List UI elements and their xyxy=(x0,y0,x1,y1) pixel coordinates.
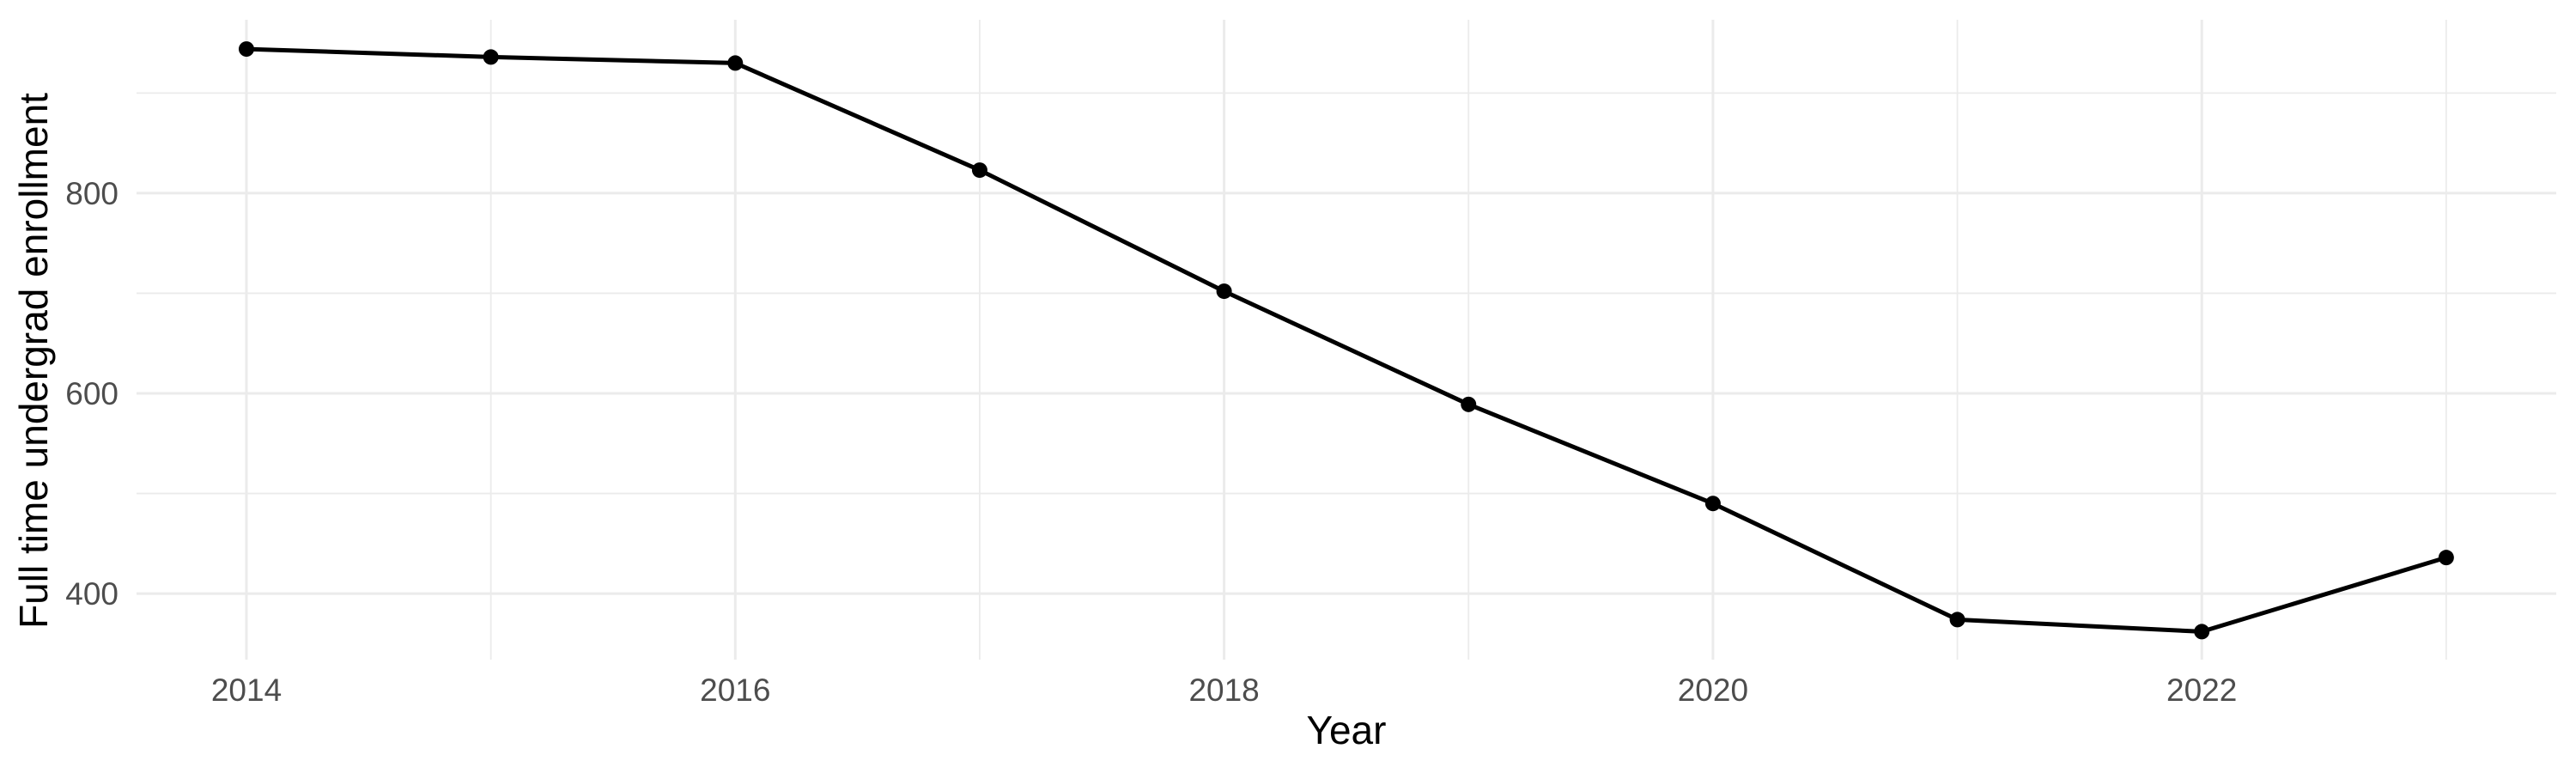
y-axis-tick-labels: 400 600 800 xyxy=(65,176,118,612)
series-line xyxy=(246,46,2447,634)
x-tick-label: 2014 xyxy=(211,673,282,708)
major-gridlines xyxy=(137,20,2556,660)
x-tick-label: 2022 xyxy=(2166,673,2237,708)
minor-gridlines xyxy=(137,20,2556,660)
y-axis-title: Full time undergrad enrollment xyxy=(11,93,56,629)
x-tick-label: 2016 xyxy=(700,673,770,708)
data-point xyxy=(1216,283,1232,300)
data-point xyxy=(727,55,744,71)
x-tick-label: 2020 xyxy=(1678,673,1748,708)
y-tick-label: 400 xyxy=(65,576,118,612)
data-point xyxy=(483,49,499,65)
y-tick-label: 600 xyxy=(65,376,118,411)
data-point xyxy=(971,162,987,179)
data-point xyxy=(239,41,254,58)
data-point xyxy=(1949,612,1965,628)
data-point xyxy=(1461,396,1477,412)
data-point xyxy=(2438,550,2454,566)
x-axis-title: Year xyxy=(1307,708,1387,752)
x-tick-label: 2018 xyxy=(1188,673,1259,708)
x-axis-tick-labels: 2014 2016 2018 2020 2022 xyxy=(211,673,2238,708)
data-points xyxy=(239,41,2454,640)
y-tick-label: 800 xyxy=(65,176,118,211)
data-point xyxy=(2194,624,2210,640)
data-point xyxy=(1704,496,1721,512)
